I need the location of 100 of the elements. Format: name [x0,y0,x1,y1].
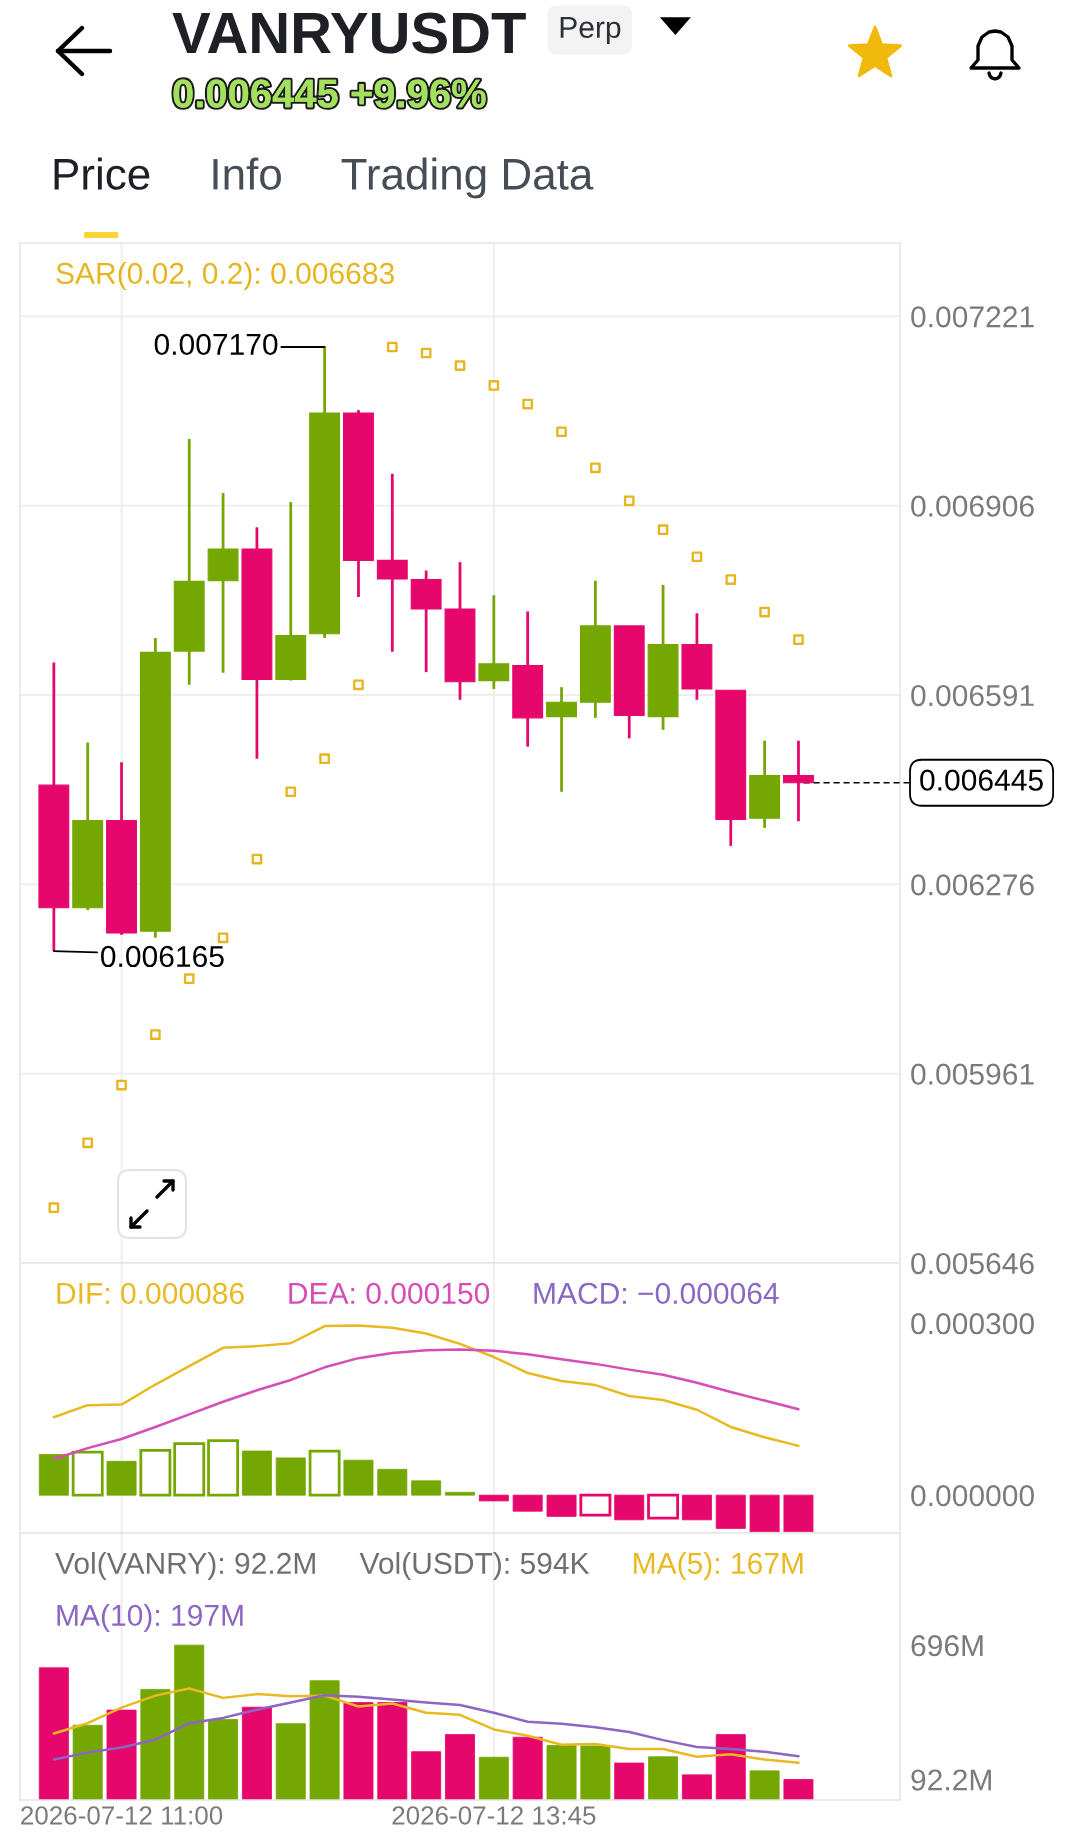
y-tick-label: 0.006906 [911,495,1034,517]
text: Info [213,157,281,190]
point [319,753,330,765]
point [759,606,770,618]
bar [38,1454,69,1496]
bar [512,1494,543,1512]
bar [38,1667,69,1800]
point [251,853,263,865]
point [116,1079,127,1091]
series-label: DIF: 0.000086 [57,1282,244,1305]
annotation: Vol(USDT): 594K [359,1552,590,1580]
x-tick-label: 2026-07-12 13:45 [392,1806,596,1825]
bar [377,1702,408,1800]
bar [106,1460,137,1496]
bar [275,1457,306,1496]
bar [241,1706,272,1800]
bar [309,1680,340,1800]
text: Perp [560,17,621,44]
bar [241,1450,272,1496]
bar [174,1644,205,1800]
bar [445,1491,475,1496]
annotation: MACD: −0.000064 [534,1282,779,1305]
bar [648,1756,679,1800]
point [691,551,703,563]
point [420,347,432,359]
point [725,574,737,585]
point [488,380,500,391]
bar [308,1449,341,1497]
text: MA(5): 167M [634,1552,803,1580]
bar [749,1770,780,1800]
candlestick [783,739,814,823]
bar [478,1494,509,1502]
y-tick-label: 696M [911,1635,983,1657]
bar [411,1751,442,1800]
y-tick-label: 0.006591 [911,684,1034,707]
point [353,679,364,691]
bar [343,1459,374,1496]
point [183,973,195,985]
point [82,1137,94,1149]
bar [681,1494,712,1521]
bar [343,1702,374,1800]
text: Trading Data [341,157,594,199]
point [150,1029,161,1040]
bar [783,1779,814,1800]
y-tick-label: 0.005961 [911,1063,1034,1085]
bar [140,1689,171,1800]
x-tick-label: 2026-07-12 11:00 [21,1806,223,1825]
candlestick [376,472,408,654]
text: Price [54,157,150,190]
line-series [52,1324,800,1448]
y-tick-label: 92.2M [911,1769,991,1791]
bar [208,1719,239,1800]
bar [715,1734,746,1800]
point [48,1202,60,1214]
bar [173,1442,206,1497]
bar [546,1494,577,1517]
bar [580,1745,611,1800]
y-tick-label: 0.005646 [911,1252,1034,1275]
bar [512,1736,543,1800]
point [590,462,601,474]
text: MA(10): 197M [57,1604,243,1632]
bar [72,1724,103,1800]
point [657,524,669,536]
bar [445,1734,475,1800]
point [386,341,398,353]
bar [647,1493,680,1520]
series-label: SAR(0.02, 0.2): 0.006683 [56,262,394,290]
annotation: 0.007170 [154,333,278,356]
bar [275,1723,306,1800]
bar [478,1756,509,1800]
chart-subtitle: 0.006445 +9.96% [173,79,486,108]
annotation: Vol(VANRY): 92.2M [55,1552,315,1580]
point [285,786,297,798]
point [522,398,534,410]
point [454,360,466,371]
bar [139,1449,172,1497]
point [217,932,229,944]
y-tick-label: 0.006276 [911,874,1034,896]
y-tick-label: 0.000000 [911,1485,1034,1507]
bar [614,1762,645,1800]
bar [783,1494,814,1533]
bar [715,1494,746,1529]
bar [681,1774,712,1800]
bar [546,1745,577,1800]
y-tick-label: 0.000300 [911,1313,1034,1335]
y-tick-label: 0.007221 [911,306,1034,328]
point [556,426,567,438]
bar [106,1709,137,1800]
bar [71,1450,104,1497]
annotation: 0.006165 [101,945,224,968]
point [623,495,635,507]
chart-title: VANRYUSDT [172,12,526,54]
candlestick [546,685,577,794]
annotation: 0.006445 [920,769,1043,791]
line-series [52,1348,800,1461]
bar [749,1494,780,1533]
bar [614,1494,645,1521]
series-label: DEA: 0.000150 [289,1282,490,1305]
bar [579,1493,612,1517]
bar [377,1468,408,1496]
